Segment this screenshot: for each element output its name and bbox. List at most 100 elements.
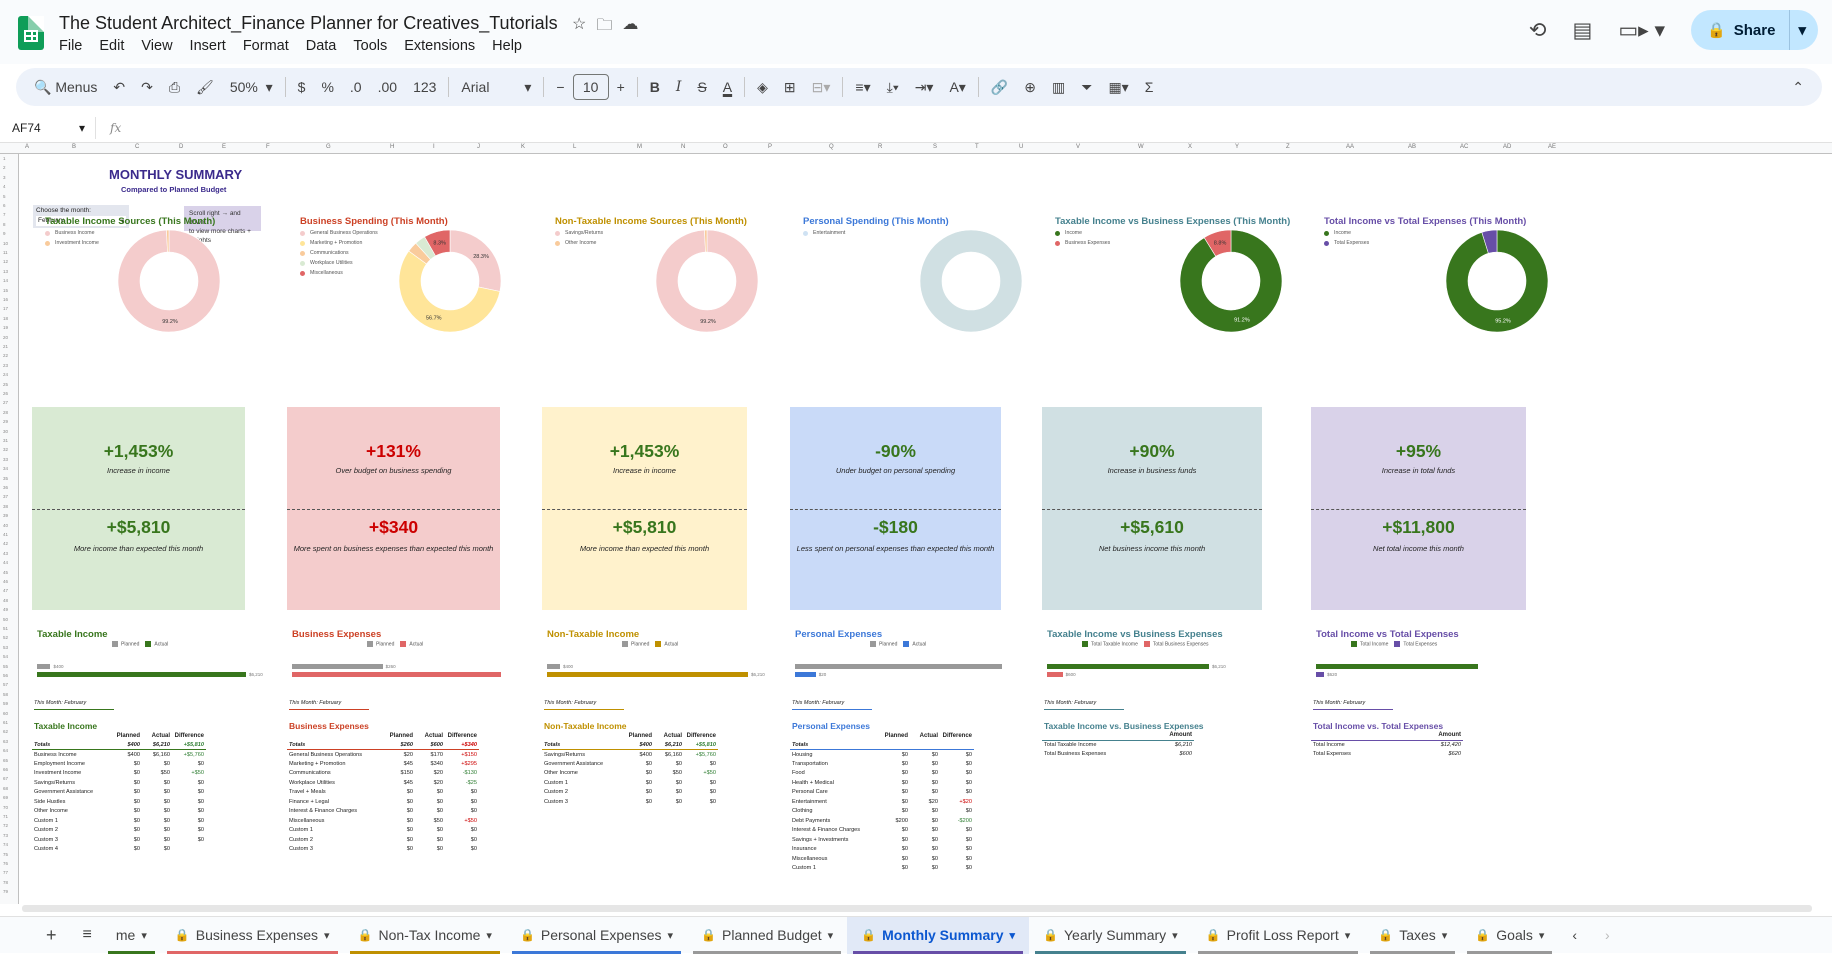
table-cell[interactable]: -$200 xyxy=(957,817,972,824)
table-cell[interactable]: $0 xyxy=(645,789,652,796)
table-cell[interactable]: $0 xyxy=(163,817,170,824)
column-header[interactable]: L xyxy=(573,144,577,150)
table-cell[interactable]: Savings + Investments xyxy=(792,836,849,843)
bold-icon[interactable]: B xyxy=(649,79,660,95)
column-header[interactable]: V xyxy=(1076,144,1081,150)
column-header[interactable]: O xyxy=(723,144,728,150)
row-header[interactable]: 33 xyxy=(3,456,9,462)
table-cell[interactable]: Other Income xyxy=(34,808,68,815)
table-cell[interactable]: $340 xyxy=(430,760,443,767)
table-cell[interactable]: $400 xyxy=(639,751,652,758)
table-cell[interactable]: $0 xyxy=(645,779,652,786)
totals-cell[interactable]: Totals xyxy=(34,741,51,748)
column-header[interactable]: A xyxy=(25,144,30,150)
row-header[interactable]: 64 xyxy=(3,748,9,754)
table-cell[interactable]: $0 xyxy=(931,836,938,843)
table-cell[interactable]: $0 xyxy=(163,808,170,815)
row-header[interactable]: 10 xyxy=(3,240,9,246)
row-header[interactable]: 29 xyxy=(3,419,9,425)
row-header[interactable]: 30 xyxy=(3,428,9,434)
row-header[interactable]: 76 xyxy=(3,861,9,866)
more-formats-button[interactable]: 123 xyxy=(413,79,437,95)
sheet-tab-planned-budget[interactable]: 🔒 Planned Budget ▾ xyxy=(687,917,847,954)
totals-cell[interactable]: +$340 xyxy=(461,741,477,748)
table-cell[interactable]: Custom 4 xyxy=(34,846,58,853)
table-cell[interactable]: $0 xyxy=(163,798,170,805)
row-header[interactable]: 12 xyxy=(3,259,9,265)
totals-cell[interactable] xyxy=(910,740,940,750)
table-cell[interactable]: $20 xyxy=(433,779,443,786)
table-cell[interactable]: $0 xyxy=(965,770,972,777)
row-header[interactable]: 51 xyxy=(3,626,9,631)
table-cell[interactable]: $0 xyxy=(133,846,140,853)
row-header[interactable]: 52 xyxy=(3,635,9,641)
borders-icon[interactable]: ⊞ xyxy=(783,78,796,95)
table-cell[interactable]: $0 xyxy=(931,760,938,767)
column-header[interactable]: AE xyxy=(1548,144,1557,150)
table-cell[interactable]: Housing xyxy=(792,751,813,758)
add-sheet-icon[interactable]: + xyxy=(46,924,57,945)
table-cell[interactable]: Custom 2 xyxy=(544,789,568,796)
tab-dropdown-icon[interactable]: ▾ xyxy=(1538,929,1545,942)
row-header[interactable]: 26 xyxy=(3,391,9,396)
table-cell[interactable]: $0 xyxy=(436,798,443,805)
row-header[interactable]: 31 xyxy=(3,438,9,443)
table-cell[interactable]: $0 xyxy=(709,760,716,767)
row-header[interactable]: 36 xyxy=(3,485,9,490)
column-header[interactable]: M xyxy=(637,144,642,150)
cloud-status-icon[interactable]: ☁ xyxy=(622,16,639,33)
table-cell[interactable]: Interest & Finance Charges xyxy=(289,808,358,815)
table-cell[interactable]: Custom 1 xyxy=(544,779,568,786)
table-cell[interactable]: $0 xyxy=(675,779,682,786)
column-header[interactable]: AA xyxy=(1346,144,1355,150)
row-header[interactable]: 45 xyxy=(3,569,9,575)
row-header[interactable]: 1 xyxy=(3,156,6,161)
table-cell[interactable]: $0 xyxy=(931,817,938,824)
menu-view[interactable]: View xyxy=(141,38,173,54)
row-header[interactable]: 46 xyxy=(3,579,9,584)
row-header[interactable]: 74 xyxy=(3,842,9,848)
table-cell[interactable]: $0 xyxy=(709,798,716,805)
table-cell[interactable]: $0 xyxy=(436,827,443,834)
table-cell[interactable]: $0 xyxy=(901,836,908,843)
table-cell[interactable]: Interest & Finance Charges xyxy=(792,827,861,834)
table-cell[interactable]: +$50 xyxy=(464,817,477,824)
totals-cell[interactable]: +$5,810 xyxy=(695,741,716,748)
comments-icon[interactable]: ▤ xyxy=(1572,18,1593,42)
table-cell[interactable]: $0 xyxy=(197,779,204,786)
table-cell[interactable]: $0 xyxy=(901,770,908,777)
column-header[interactable]: K xyxy=(521,144,526,150)
move-folder-icon[interactable]: 🗀 xyxy=(596,17,613,34)
table-cell[interactable]: $0 xyxy=(436,808,443,815)
undo-icon[interactable]: ↶ xyxy=(113,78,126,95)
table-cell[interactable]: $0 xyxy=(133,808,140,815)
row-header[interactable]: 79 xyxy=(3,889,9,895)
table-cell[interactable]: $6,160 xyxy=(152,751,170,758)
table-cell[interactable]: $0 xyxy=(709,779,716,786)
row-header[interactable]: 58 xyxy=(3,691,9,697)
column-header[interactable]: AB xyxy=(1408,144,1417,150)
totals-cell[interactable]: $260 xyxy=(400,741,413,748)
row-header[interactable]: 44 xyxy=(3,560,9,566)
column-header[interactable]: N xyxy=(681,144,686,150)
table-cell[interactable]: $0 xyxy=(931,779,938,786)
row-header[interactable]: 60 xyxy=(3,710,9,716)
scroll-tabs-right-icon[interactable]: › xyxy=(1605,927,1610,943)
decrease-decimal-button[interactable]: .0 xyxy=(349,79,362,95)
paint-format-icon[interactable]: 🖌 xyxy=(196,78,214,95)
row-header[interactable]: 49 xyxy=(3,607,9,613)
table-cell[interactable]: Miscellaneous xyxy=(792,855,828,862)
insert-comment-icon[interactable]: ⊕ xyxy=(1024,78,1037,95)
table-cell[interactable]: $0 xyxy=(675,789,682,796)
row-header[interactable]: 43 xyxy=(3,550,9,556)
table-cell[interactable]: $0 xyxy=(901,798,908,805)
row-header[interactable]: 42 xyxy=(3,541,9,547)
table-cell[interactable]: $0 xyxy=(901,760,908,767)
functions-icon[interactable]: Σ xyxy=(1144,79,1154,95)
table-cell[interactable]: $0 xyxy=(931,846,938,853)
menu-help[interactable]: Help xyxy=(492,38,522,54)
row-header[interactable]: 61 xyxy=(3,720,9,725)
donut-chart[interactable]: 28.3% 56.7% 8.3% xyxy=(398,226,518,346)
totals-cell[interactable]: $600 xyxy=(430,741,443,748)
table-cell[interactable]: $0 xyxy=(163,846,170,853)
